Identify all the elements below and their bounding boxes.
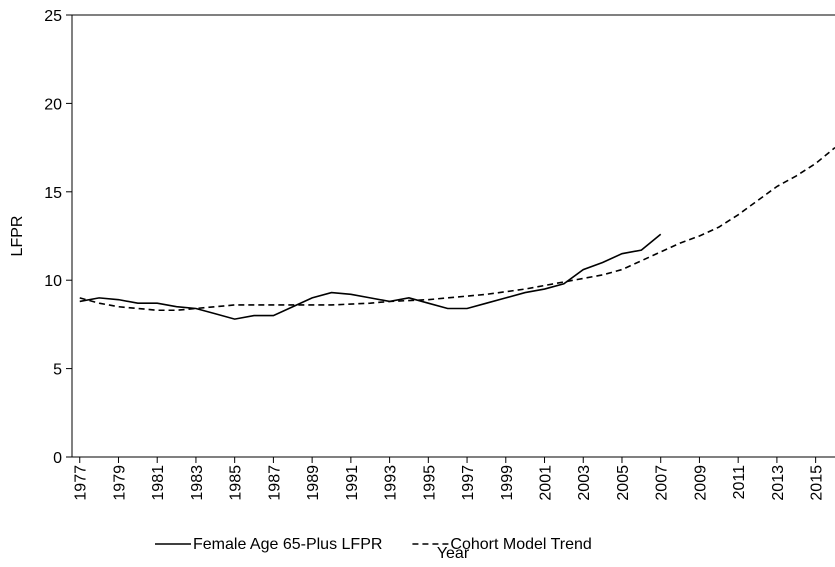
x-tick-label: 1993	[383, 465, 400, 501]
y-tick-label: 15	[44, 185, 62, 202]
x-tick-label: 1981	[150, 465, 167, 501]
x-tick-label: 2005	[615, 465, 632, 501]
x-tick-label: 1999	[499, 465, 516, 501]
x-tick-label: 1979	[111, 465, 128, 501]
legend: Female Age 65-Plus LFPR Cohort Model Tren…	[155, 536, 592, 553]
x-tick-label: 2007	[654, 465, 671, 501]
y-tick-label: 5	[53, 362, 62, 379]
x-axis-label: Year	[437, 545, 470, 562]
x-tick-label: 2011	[731, 465, 748, 500]
x-tick-label: 2015	[809, 465, 826, 501]
x-tick-label: 2009	[692, 465, 709, 501]
series-line	[79, 146, 835, 312]
x-tick-label: 2003	[576, 465, 593, 501]
x-tick-label: 1983	[189, 465, 206, 501]
legend-label: Cohort Model Trend	[450, 536, 591, 553]
y-axis-label: LFPR	[9, 216, 26, 257]
x-tick-label: 2013	[770, 465, 787, 501]
x-tick-label: 1991	[344, 465, 361, 501]
x-tick-label: 1987	[266, 465, 283, 501]
y-tick-label: 20	[44, 96, 62, 113]
x-tick-label: 1997	[460, 465, 477, 501]
legend-label: Female Age 65-Plus LFPR	[193, 536, 382, 553]
x-tick-label: 1995	[421, 465, 438, 501]
x-tick-label: 1977	[73, 465, 90, 501]
series-line	[79, 233, 662, 320]
x-tick-label: 1985	[228, 465, 245, 501]
x-tick-label: 2001	[538, 465, 555, 501]
x-tick-label: 1989	[305, 465, 322, 501]
y-tick-label: 10	[44, 273, 62, 290]
y-tick-label: 0	[53, 450, 62, 467]
y-tick-label: 25	[44, 8, 62, 25]
